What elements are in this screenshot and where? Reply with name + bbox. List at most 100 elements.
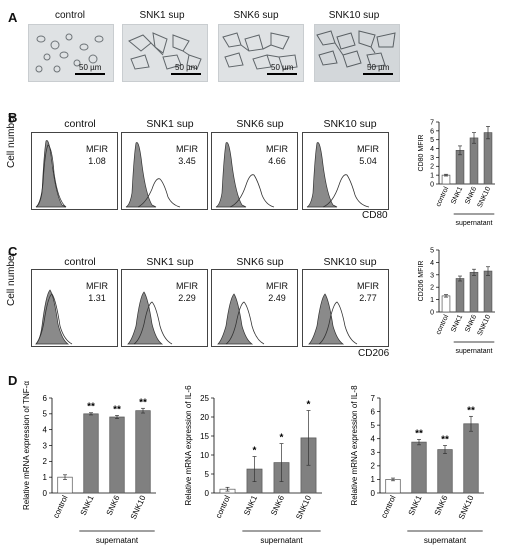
category-label: SNK6 <box>269 494 286 517</box>
y-tick-label: 5 <box>371 421 376 430</box>
y-tick-label: 3 <box>430 155 434 162</box>
y-axis-label: Relative mRNA expression of IL-6 <box>184 385 193 506</box>
y-tick-label: 3 <box>430 272 434 279</box>
y-tick-label: 4 <box>430 146 434 153</box>
panel-a-title-control: control <box>54 10 85 21</box>
mfir-value: 5.04 <box>359 156 377 166</box>
y-tick-label: 2 <box>371 462 376 471</box>
category-label: SNK10 <box>457 494 476 521</box>
histogram-plot <box>217 293 265 345</box>
y-tick-label: 6 <box>430 128 434 135</box>
significance-marker: * <box>307 400 311 411</box>
y-tick-label: 7 <box>430 119 434 126</box>
y-tick-label: 5 <box>430 247 434 254</box>
category-label: SNK1 <box>450 186 464 206</box>
x-axis-label: supernatant <box>456 348 493 355</box>
panel-a-title-snk1: SNK1 sup <box>139 10 185 21</box>
histogram-plot <box>35 140 67 208</box>
y-tick-label: 25 <box>200 394 209 403</box>
y-tick-label: 15 <box>200 432 209 441</box>
y-axis-label: CD80 MFIR <box>418 135 425 172</box>
mfir-value: 1.31 <box>88 293 106 303</box>
mfir-value: 2.77 <box>359 293 377 303</box>
category-label: SNK6 <box>433 494 450 517</box>
y-tick-label: 4 <box>43 425 48 434</box>
y-tick-label: 1 <box>371 475 376 484</box>
y-tick-label: 4 <box>430 260 434 267</box>
hist-c-title-snk1: SNK1 sup <box>146 256 194 268</box>
significance-marker: ** <box>467 405 475 416</box>
category-label: SNK1 <box>407 494 424 517</box>
scale-label: 50 µm <box>79 63 102 72</box>
mfir-value: 2.29 <box>178 293 196 303</box>
y-tick-label: 0 <box>43 489 48 498</box>
mfir-value: 4.66 <box>268 156 286 166</box>
y-axis-label: Relative mRNA expression of TNF-α <box>22 381 31 510</box>
y-tick-label: 20 <box>200 413 209 422</box>
bar-chart-il6: 0 5 10 15 20 25 control * SNK1 * SNK6 * SNK10 superna… <box>184 385 322 545</box>
category-label: control <box>435 313 450 335</box>
category-label: control <box>379 494 397 520</box>
panel-c-label: C <box>8 244 18 259</box>
y-tick-label: 3 <box>371 448 376 457</box>
significance-marker: ** <box>87 402 95 413</box>
scale-bar <box>267 73 297 75</box>
significance-marker: ** <box>415 428 423 439</box>
scale-bar <box>75 73 105 75</box>
hist-b-snk10: MFIR 5.04 <box>302 132 389 210</box>
x-axis-label: supernatant <box>96 536 139 545</box>
mfir-caption: MFIR <box>266 144 288 154</box>
hist-b-x-axis-label: CD80 <box>362 210 388 221</box>
bar-snk10 <box>463 423 479 494</box>
bar-chart-il8: 0 1 2 3 4 5 6 7 control ** SNK1 ** SNK6 ** SNK10 supern… <box>350 385 484 545</box>
hist-b-title-snk1: SNK1 sup <box>146 118 194 130</box>
y-tick-label: 10 <box>200 451 209 460</box>
mfir-caption: MFIR <box>357 144 379 154</box>
hist-b-control: MFIR 1.08 <box>31 132 118 210</box>
mfir-caption: MFIR <box>86 281 108 291</box>
category-label: SNK10 <box>477 186 493 209</box>
category-label: SNK6 <box>105 494 122 517</box>
hist-b-title-snk6: SNK6 sup <box>236 118 284 130</box>
bar-snk1 <box>455 149 465 185</box>
category-label: SNK10 <box>294 494 313 521</box>
category-label: control <box>214 494 232 520</box>
micrograph-snk6: 50 µm <box>218 24 304 82</box>
histogram-plot <box>125 142 181 208</box>
y-tick-label: 2 <box>43 457 48 466</box>
hist-b-snk6: MFIR 4.66 <box>211 132 298 210</box>
histogram-plot <box>35 289 73 345</box>
mfir-caption: MFIR <box>176 281 198 291</box>
y-tick-label: 0 <box>430 181 434 188</box>
category-label: SNK10 <box>129 494 148 521</box>
bar-control <box>385 479 401 494</box>
y-tick-label: 4 <box>371 435 376 444</box>
significance-marker: ** <box>441 435 449 446</box>
y-tick-label: 1 <box>430 297 434 304</box>
hist-b-title-snk10: SNK10 sup <box>323 118 377 130</box>
y-tick-label: 0 <box>205 489 210 498</box>
y-tick-label: 1 <box>430 173 434 180</box>
histogram-plot <box>127 291 173 345</box>
category-label: SNK1 <box>450 314 464 334</box>
y-tick-label: 3 <box>43 441 48 450</box>
y-axis-label: CD206 MFIR <box>418 261 425 302</box>
bar-snk6 <box>437 449 453 494</box>
hist-c-snk6: MFIR 2.49 <box>211 269 298 347</box>
significance-marker: ** <box>139 397 147 408</box>
category-label: SNK1 <box>79 494 96 517</box>
y-tick-label: 5 <box>430 137 434 144</box>
y-tick-label: 1 <box>43 473 48 482</box>
bar-control <box>441 295 451 313</box>
y-tick-label: 7 <box>371 394 376 403</box>
y-tick-label: 6 <box>371 407 376 416</box>
histogram-plot <box>308 293 358 345</box>
mfir-value: 3.45 <box>178 156 196 166</box>
hist-c-title-control: control <box>64 256 96 268</box>
scale-bar <box>363 73 393 75</box>
mfir-value: 2.49 <box>268 293 286 303</box>
bar-snk10 <box>135 410 151 494</box>
hist-b-y-axis-label: Cell number <box>6 114 17 168</box>
y-tick-label: 6 <box>43 394 48 403</box>
